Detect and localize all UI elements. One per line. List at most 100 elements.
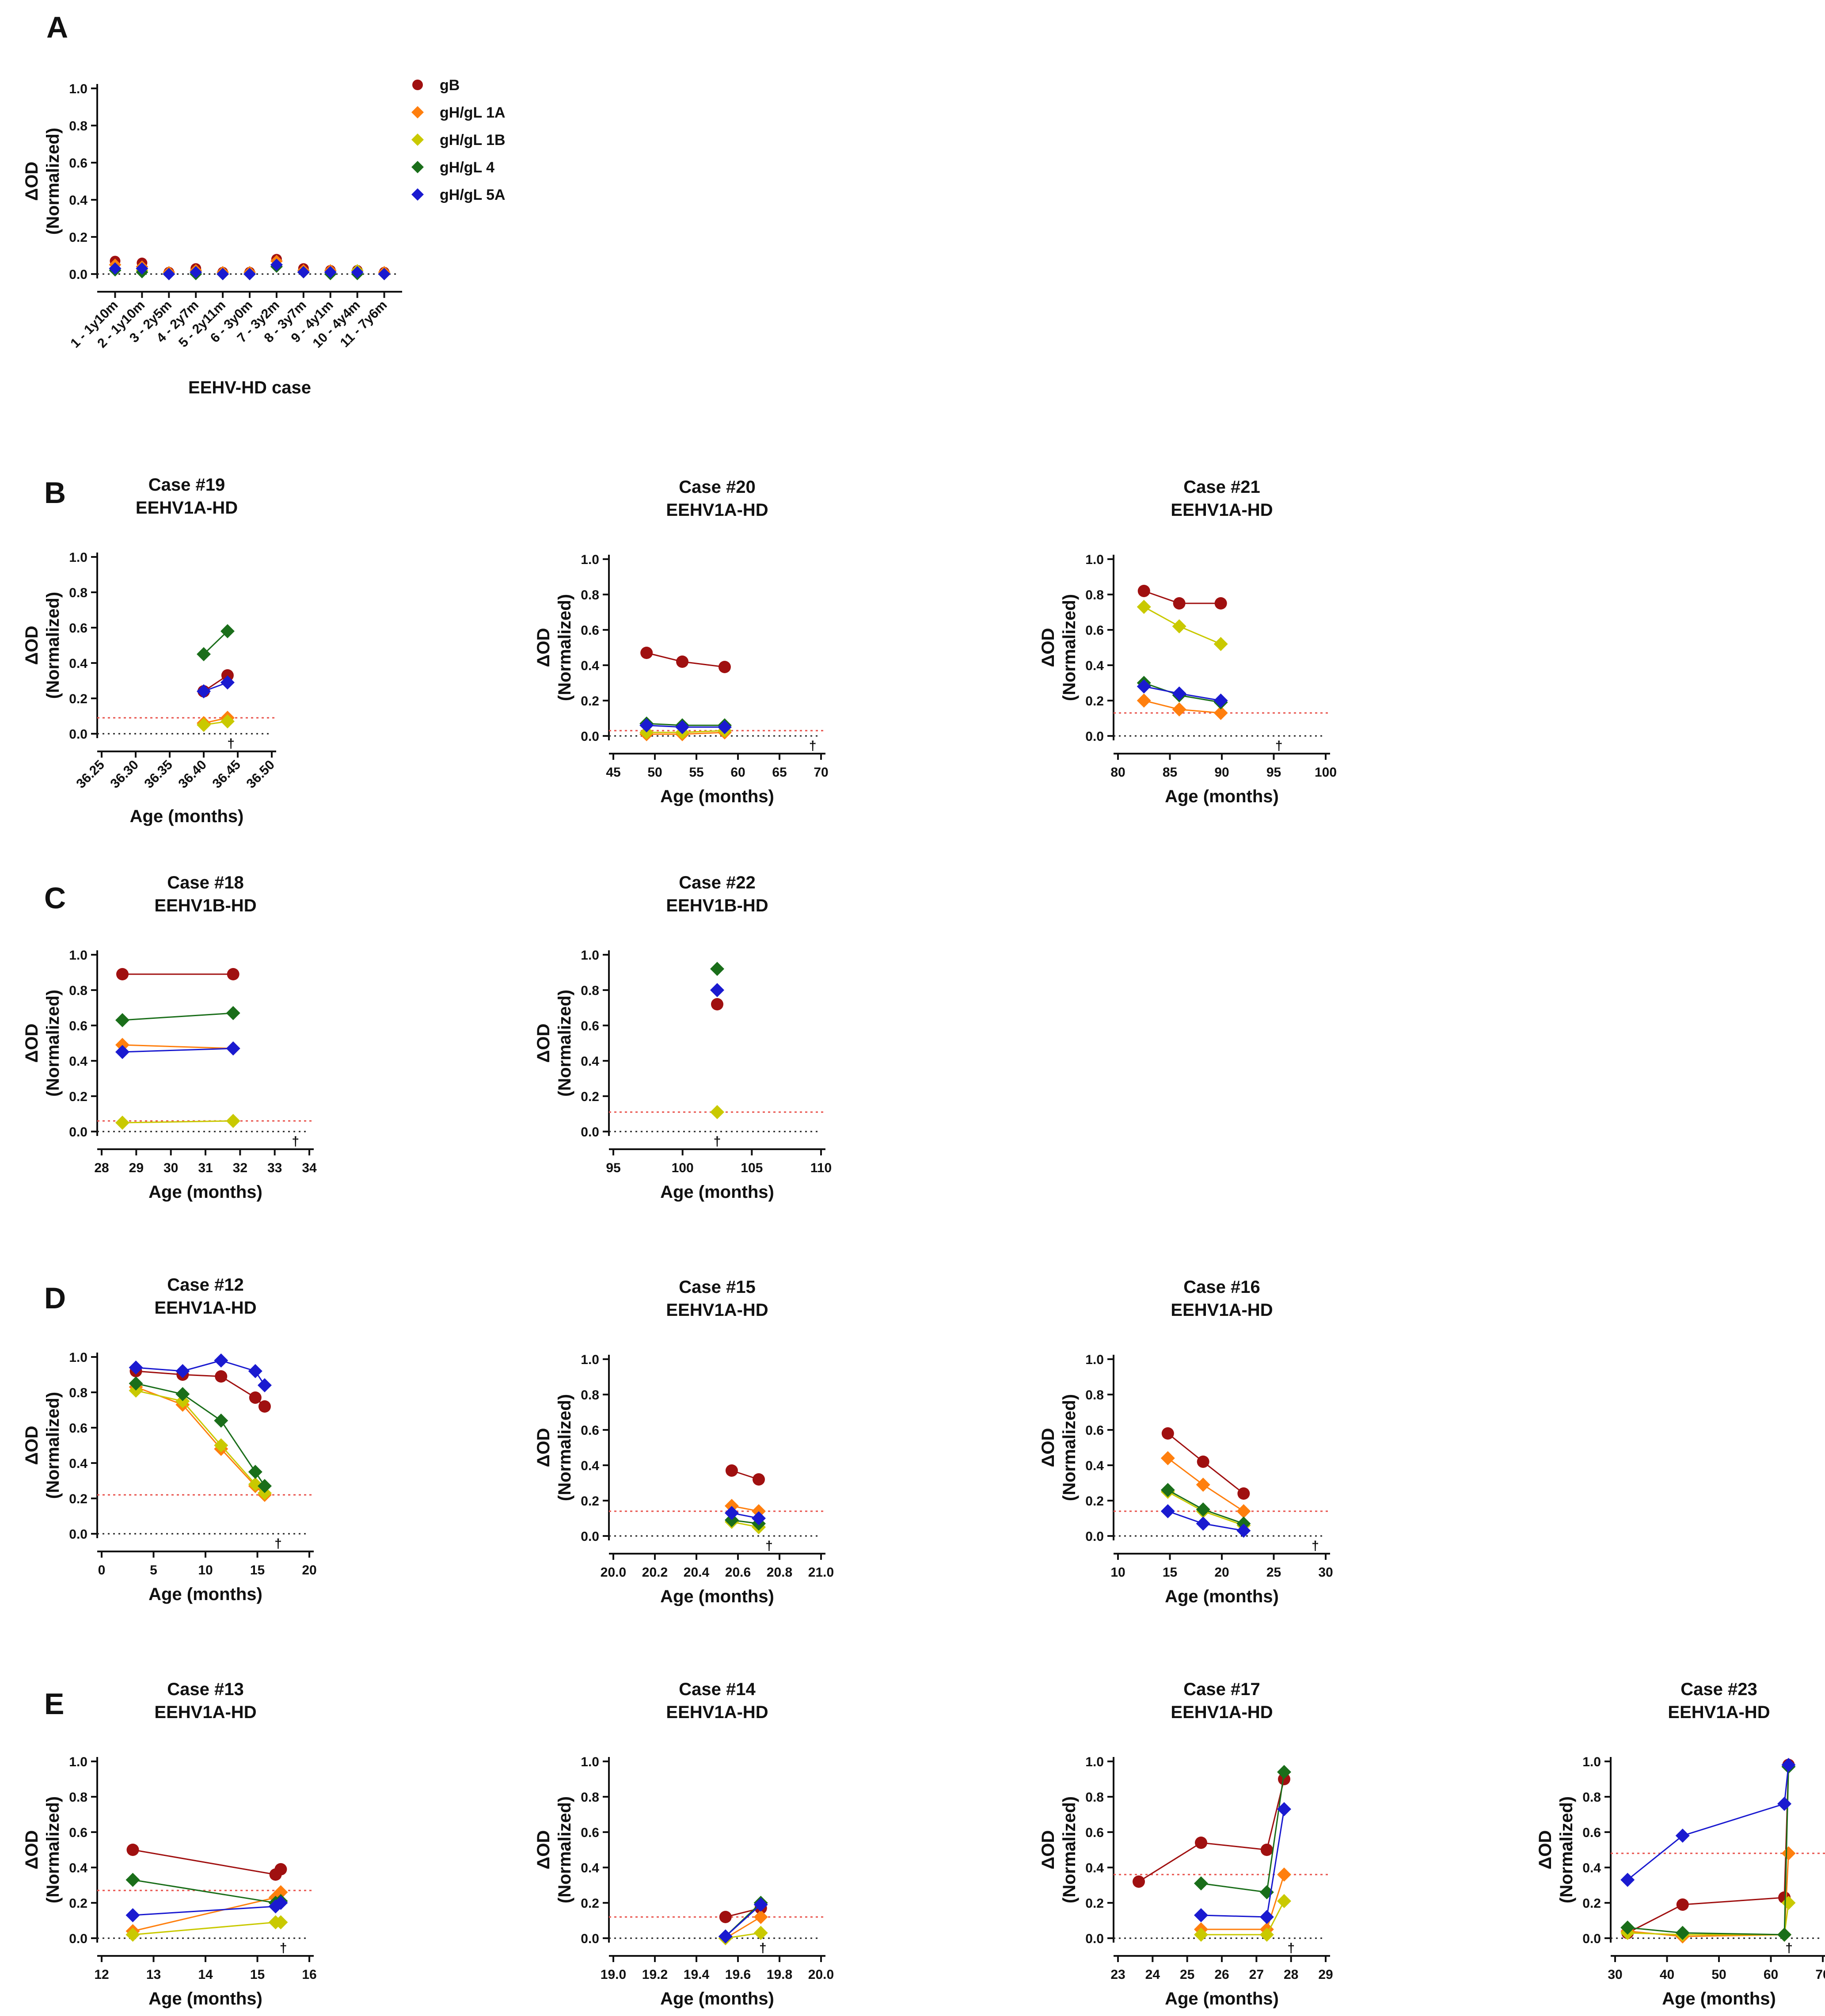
data-point <box>129 1361 143 1375</box>
death-marker: † <box>292 1134 299 1149</box>
y-tick-label: 0.4 <box>69 1054 87 1069</box>
x-axis-label: Age (months) <box>660 787 774 806</box>
y-axis-label-line: (Normalized) <box>43 1392 63 1499</box>
x-tick-label: 25 <box>1266 1565 1281 1580</box>
y-tick-label: 0.4 <box>69 656 87 671</box>
data-point <box>717 720 732 734</box>
x-tick-label: 29 <box>1318 1967 1333 1982</box>
series-line <box>133 1921 281 1936</box>
y-tick-label: 0.4 <box>1582 1861 1601 1875</box>
y-tick-label: 0.2 <box>1085 1896 1104 1911</box>
data-point <box>675 720 690 734</box>
data-point <box>1196 1478 1210 1492</box>
y-axis-label-line: ΔOD <box>22 626 42 665</box>
data-point <box>1236 1504 1251 1518</box>
y-tick-label: 0.8 <box>69 586 87 600</box>
data-point <box>163 268 175 280</box>
x-axis-label: Age (months) <box>660 1587 774 1606</box>
death-marker: † <box>227 736 235 751</box>
x-axis-label: Age (months) <box>148 1585 262 1604</box>
y-tick-label: 0.0 <box>1085 1932 1104 1946</box>
data-point <box>248 1477 262 1491</box>
y-axis-label-line: (Normalized) <box>1060 594 1079 701</box>
x-tick-label: 34 <box>302 1161 317 1175</box>
y-axis-label: ΔOD (Normalized) <box>1038 1796 1079 1903</box>
y-axis-label-line: ΔOD <box>534 1830 553 1870</box>
y-axis-label-line: (Normalized) <box>555 1394 574 1501</box>
chart-panel-3: Case #20 EEHV1A-HD 0.0 0.2 0.4 0.6 0.8 1.0 ΔOD (N… <box>534 477 829 806</box>
data-point <box>243 268 256 280</box>
data-point <box>125 1928 140 1942</box>
data-point <box>710 1105 724 1119</box>
y-axis-label: ΔOD (Normalized) <box>22 990 63 1097</box>
y-tick-label: 0.0 <box>69 1932 87 1946</box>
data-point <box>378 268 391 280</box>
data-point <box>1781 1846 1796 1860</box>
chart-panel-4: Case #21 EEHV1A-HD 0.0 0.2 0.4 0.6 0.8 1.0 ΔOD (N… <box>1038 477 1337 806</box>
data-point <box>351 266 364 278</box>
x-axis-label: Age (months) <box>1165 1989 1279 2008</box>
y-axis-label: ΔOD (Normalized) <box>22 592 63 699</box>
series-line <box>1627 1902 1789 1936</box>
chart-title: Case #18 <box>167 873 243 892</box>
y-tick-label: 0.6 <box>69 156 87 171</box>
data-point <box>270 259 283 271</box>
y-axis-label-line: (Normalized) <box>43 592 63 699</box>
y-tick-label: 0.2 <box>581 1090 599 1104</box>
x-tick-label: 85 <box>1163 765 1177 780</box>
chart-title: Case #20 <box>679 477 755 497</box>
chart-title: Case #17 <box>1183 1680 1260 1699</box>
chart-title: Case #21 <box>1183 477 1260 497</box>
x-tick-label: 24 <box>1145 1967 1160 1982</box>
y-tick-label: 0.4 <box>581 1459 599 1473</box>
data-point <box>258 1400 271 1413</box>
x-tick-label: 95 <box>1266 765 1281 780</box>
y-axis-label-line: (Normalized) <box>1060 1394 1079 1501</box>
data-point <box>1137 600 1151 614</box>
data-point <box>214 1353 228 1368</box>
y-tick-label: 0.0 <box>1085 729 1104 744</box>
y-axis-label-line: (Normalized) <box>43 128 63 235</box>
data-point <box>175 1387 190 1401</box>
data-point <box>226 1114 240 1128</box>
data-point <box>1196 1517 1210 1531</box>
x-tick-label: 20 <box>302 1563 316 1578</box>
chart-subtitle: EEHV1A-HD <box>136 498 238 518</box>
data-point <box>1214 597 1227 610</box>
y-tick-label: 1.0 <box>1085 1353 1104 1367</box>
data-point <box>125 1873 140 1887</box>
y-tick-label: 0.2 <box>1582 1896 1601 1911</box>
y-axis-label: ΔOD (Normalized) <box>534 594 574 701</box>
data-point <box>274 1915 288 1929</box>
data-point <box>126 1844 139 1856</box>
y-tick-label: 0.6 <box>69 1825 87 1840</box>
x-tick-label: 20 <box>1214 1565 1229 1580</box>
data-point <box>639 718 654 732</box>
y-tick-label: 0.2 <box>1085 694 1104 709</box>
x-tick-label: 100 <box>1315 765 1337 780</box>
data-point <box>676 655 689 668</box>
death-marker: † <box>765 1539 773 1553</box>
y-tick-label: 0.4 <box>69 193 87 208</box>
y-axis-label: ΔOD (Normalized) <box>22 128 63 235</box>
data-point <box>217 268 229 280</box>
x-tick-label: 36.25 <box>74 758 107 791</box>
y-axis-label-line: ΔOD <box>1038 1428 1058 1467</box>
x-tick-label: 20.0 <box>808 1967 834 1982</box>
y-tick-label: 0.0 <box>581 1125 599 1139</box>
chart-title: Case #13 <box>167 1680 243 1699</box>
data-point <box>257 1378 272 1392</box>
x-tick-label: 65 <box>772 765 787 780</box>
x-tick-label: 32 <box>233 1161 247 1175</box>
y-tick-label: 1.0 <box>1085 553 1104 567</box>
x-tick-label: 30 <box>1608 1967 1622 1982</box>
data-point <box>718 661 731 673</box>
data-point <box>1277 1867 1291 1882</box>
x-tick-label: 19.6 <box>725 1967 751 1982</box>
data-point <box>1196 1502 1210 1517</box>
series-line <box>122 1048 233 1053</box>
y-axis-label-line: ΔOD <box>1536 1830 1555 1870</box>
data-point <box>227 968 240 980</box>
y-axis-label: ΔOD (Normalized) <box>22 1392 63 1499</box>
